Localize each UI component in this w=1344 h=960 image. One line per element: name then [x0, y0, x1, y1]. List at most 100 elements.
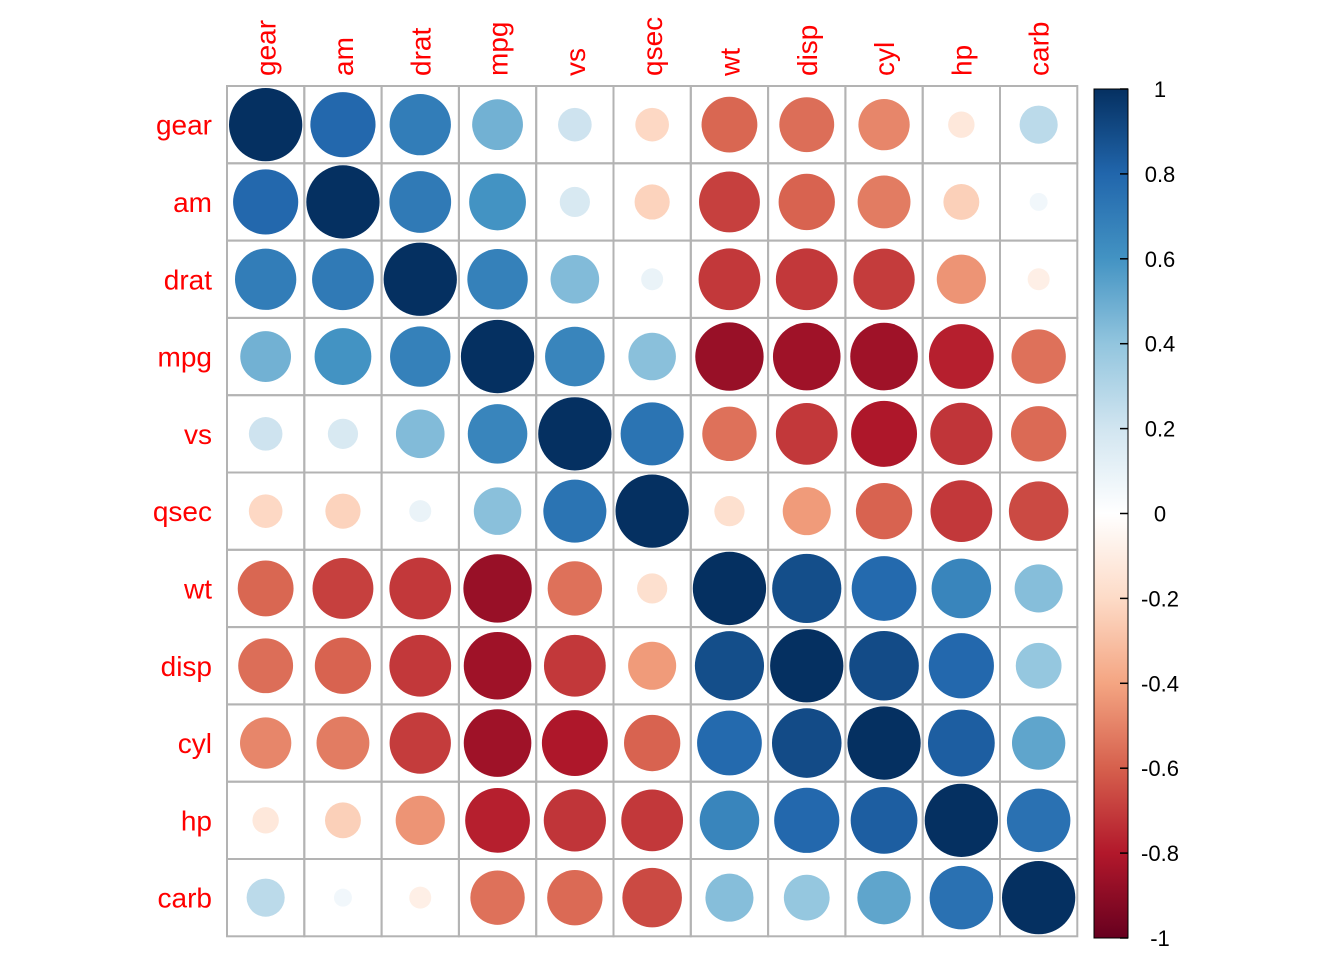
- corr-circle-hp-qsec: [621, 789, 684, 852]
- corr-circle-vs-vs: [538, 397, 612, 471]
- corr-circle-cyl-cyl: [847, 706, 921, 780]
- column-label: vs: [560, 48, 591, 76]
- corr-circle-qsec-mpg: [473, 487, 522, 535]
- column-label: hp: [946, 45, 977, 76]
- colorbar-tick-label: 0.4: [1145, 332, 1176, 357]
- corr-circle-carb-gear: [246, 878, 285, 917]
- corr-circle-wt-qsec: [637, 573, 668, 604]
- corr-circle-cyl-disp: [771, 708, 842, 778]
- corr-circle-cyl-hp: [927, 709, 995, 777]
- corr-circle-gear-am: [310, 92, 376, 158]
- corr-circle-qsec-wt: [714, 496, 745, 527]
- colorbar-tick-label: 0.8: [1145, 162, 1176, 187]
- corr-circle-qsec-drat: [409, 500, 432, 523]
- corr-circle-drat-wt: [698, 248, 761, 311]
- corr-circle-drat-am: [312, 248, 374, 311]
- corr-circle-carb-qsec: [622, 867, 682, 928]
- corr-circle-qsec-hp: [930, 480, 993, 543]
- corr-circle-vs-carb: [1010, 406, 1067, 462]
- corr-circle-vs-am: [327, 418, 359, 449]
- corr-circle-mpg-wt: [695, 322, 764, 391]
- corr-circle-disp-disp: [770, 629, 844, 703]
- corr-circle-mpg-drat: [390, 326, 451, 387]
- grid-cells: [226, 85, 1079, 938]
- corr-circle-carb-mpg: [470, 870, 525, 925]
- corr-circle-cyl-qsec: [624, 714, 681, 772]
- corr-circle-am-am: [306, 165, 380, 239]
- corr-circle-hp-drat: [395, 795, 445, 845]
- row-label: carb: [158, 883, 212, 914]
- corr-circle-gear-wt: [701, 96, 758, 153]
- corr-circle-hp-wt: [699, 790, 760, 851]
- corr-circle-hp-hp: [924, 783, 998, 857]
- corr-circle-wt-vs: [547, 561, 603, 616]
- corr-circle-mpg-disp: [772, 322, 841, 391]
- corr-circle-mpg-qsec: [628, 332, 676, 381]
- column-label: drat: [405, 28, 436, 76]
- corr-circle-hp-disp: [774, 787, 840, 853]
- corr-circle-cyl-drat: [389, 712, 451, 774]
- corr-circle-hp-carb: [1006, 788, 1071, 853]
- colorbar-tick-label: -0.2: [1141, 586, 1179, 611]
- corr-circle-cyl-carb: [1011, 716, 1066, 770]
- corr-circle-am-hp: [943, 184, 980, 220]
- corr-circle-cyl-vs: [541, 710, 608, 777]
- corr-circle-gear-mpg: [472, 99, 523, 151]
- column-label: cyl: [869, 42, 900, 76]
- corr-circle-cyl-wt: [697, 710, 762, 776]
- row-label: drat: [164, 264, 212, 295]
- corr-circle-gear-vs: [558, 107, 592, 142]
- corr-circle-gear-hp: [948, 111, 975, 138]
- corr-circle-wt-hp: [931, 558, 992, 619]
- corr-circle-mpg-hp: [928, 324, 994, 389]
- row-labels: gear am drat mpg vs qsec wt disp cyl hp carb: [153, 110, 212, 914]
- corr-circle-hp-mpg: [465, 787, 530, 853]
- corr-circle-drat-cyl: [853, 248, 915, 310]
- corr-circle-carb-cyl: [857, 870, 911, 925]
- column-label: disp: [792, 25, 823, 76]
- corr-circle-am-gear: [233, 169, 299, 235]
- column-label: qsec: [637, 17, 668, 76]
- corr-circle-wt-carb: [1014, 564, 1063, 613]
- corr-circle-disp-cyl: [849, 630, 919, 701]
- corr-circle-gear-drat: [389, 93, 451, 156]
- corr-circle-am-wt: [699, 171, 760, 233]
- colorbar-legend: 1 0.8 0.6 0.4 0.2 0 -0.2 -0.4 -0.6 -0.8 -1: [1093, 77, 1179, 951]
- row-label: cyl: [178, 728, 212, 759]
- corr-circle-vs-drat: [395, 409, 445, 459]
- corr-circle-drat-hp: [936, 254, 986, 304]
- corr-circle-disp-carb: [1015, 642, 1062, 689]
- corr-circle-cyl-gear: [240, 717, 292, 769]
- corr-circle-cyl-mpg: [463, 709, 532, 777]
- corr-circle-am-cyl: [857, 175, 911, 229]
- corr-circle-cyl-am: [316, 716, 370, 770]
- corr-circle-qsec-gear: [248, 494, 283, 528]
- corr-circle-hp-gear: [252, 807, 279, 834]
- corr-circle-gear-carb: [1019, 105, 1058, 144]
- corr-circle-drat-disp: [775, 248, 838, 311]
- corr-circle-vs-gear: [248, 417, 283, 451]
- corr-circle-gear-disp: [779, 97, 835, 153]
- corr-circle-mpg-am: [314, 328, 372, 385]
- column-label: carb: [1024, 22, 1055, 76]
- corr-circle-carb-wt: [705, 873, 754, 922]
- corr-circle-mpg-mpg: [460, 319, 535, 394]
- colorbar-tick-label: -0.6: [1141, 756, 1179, 781]
- corr-circle-mpg-vs: [545, 326, 605, 387]
- corr-circle-carb-carb: [1002, 861, 1076, 935]
- corr-circle-disp-hp: [928, 633, 994, 699]
- grid-cell: [999, 858, 1079, 938]
- corr-circle-hp-cyl: [850, 786, 918, 854]
- corr-circle-gear-qsec: [635, 107, 669, 142]
- corr-circle-am-mpg: [469, 173, 526, 231]
- colorbar-tick-label: 1: [1154, 77, 1166, 102]
- corr-circle-qsec-carb: [1008, 481, 1069, 541]
- corr-circle-disp-gear: [238, 638, 294, 694]
- row-label: vs: [184, 419, 212, 450]
- corr-circle-vs-qsec: [620, 402, 684, 466]
- corr-circle-qsec-vs: [543, 479, 607, 543]
- corr-circle-carb-am: [333, 888, 352, 907]
- corr-circle-carb-drat: [409, 886, 432, 909]
- corr-circle-wt-wt: [692, 551, 767, 626]
